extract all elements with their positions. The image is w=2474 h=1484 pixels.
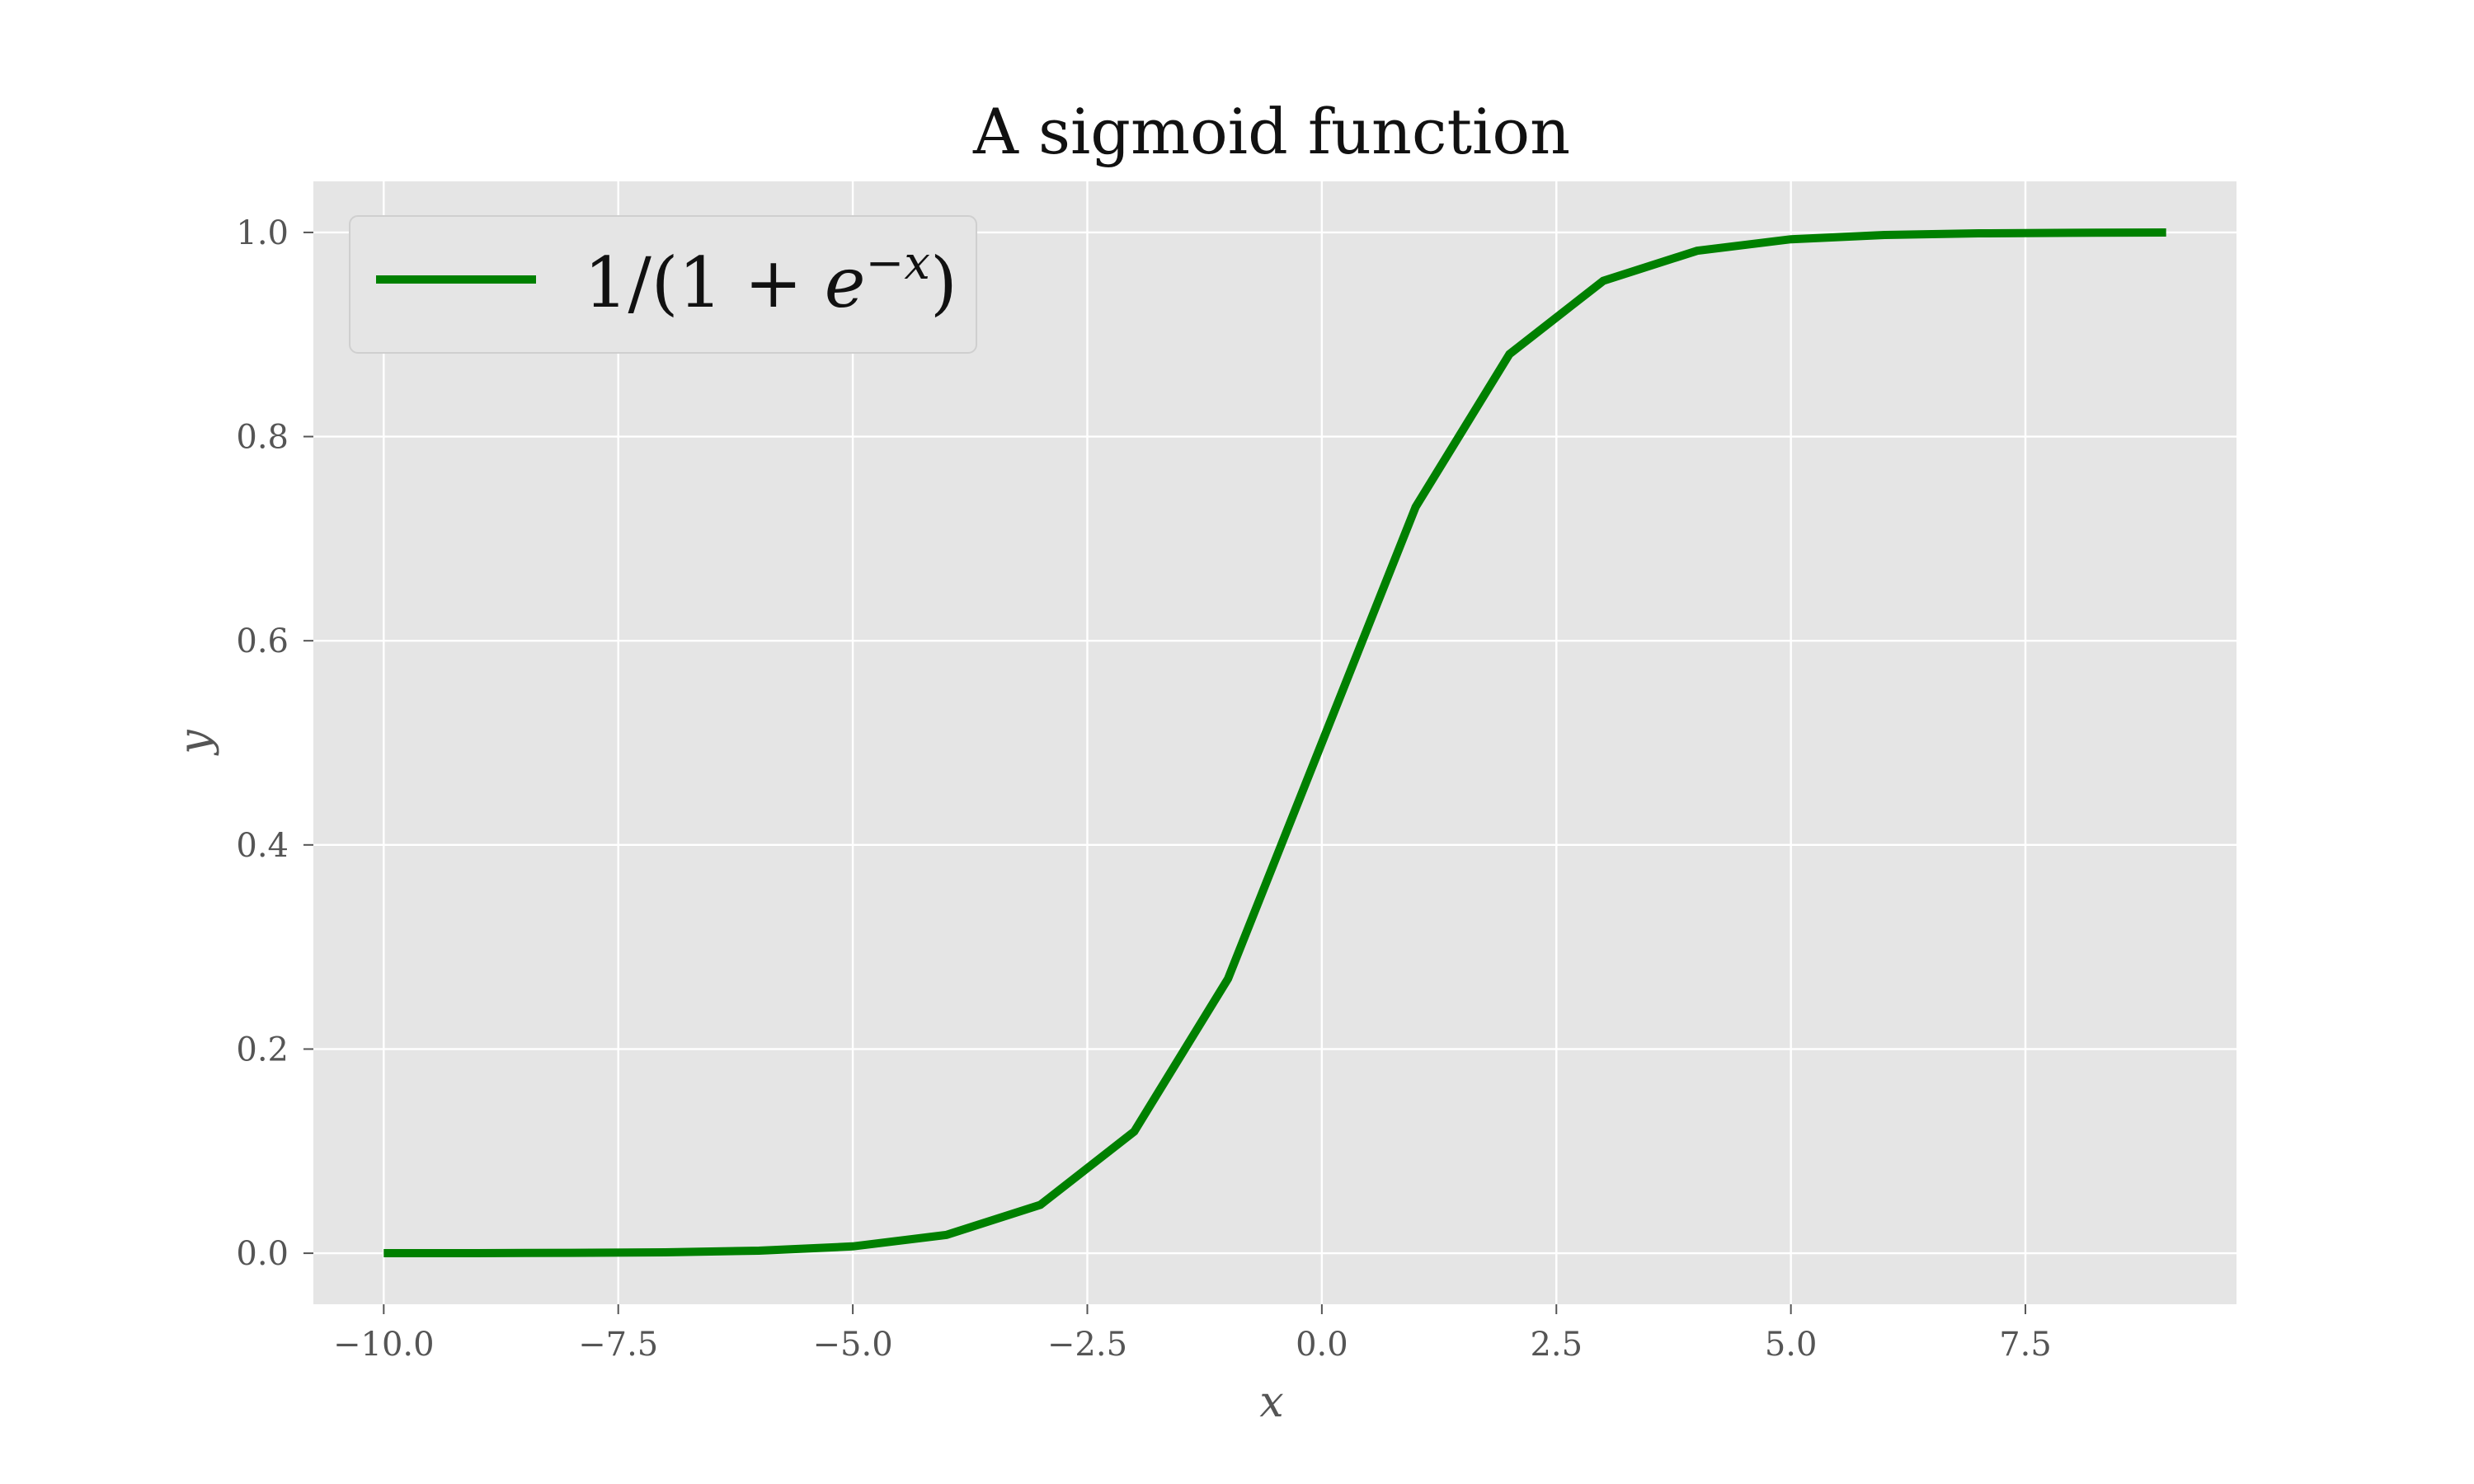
x-tick-label: 5.0: [1765, 1326, 1818, 1364]
plot-area: [313, 181, 2236, 1304]
y-tick-label: 0.2: [236, 1031, 289, 1068]
chart-title: A sigmoid function: [972, 95, 1570, 168]
legend-label-suffix: ): [930, 242, 957, 323]
legend-label-base: e: [825, 242, 866, 323]
legend-label-prefix: 1/(1 +: [584, 242, 825, 323]
legend-box: [349, 215, 977, 354]
legend-label: 1/(1 + e−x): [584, 237, 957, 323]
y-tick-label: 1.0: [236, 214, 289, 252]
x-tick-label: 0.0: [1296, 1326, 1348, 1364]
legend: 1/(1 + e−x): [349, 215, 977, 354]
axis-ticks: −10.0 −7.5 −5.0 −2.5 0.0 2.5 5.0 7.5 0.0 0.2 0.4 0.…: [236, 214, 2051, 1364]
series-line-sigmoid: [383, 228, 2166, 1258]
x-tick-label: 7.5: [1999, 1326, 2052, 1364]
y-axis-label: y: [171, 730, 220, 756]
x-tick-label: −7.5: [578, 1326, 658, 1364]
x-axis-label: x: [1259, 1378, 1283, 1427]
y-tick-label: 0.0: [236, 1235, 289, 1273]
x-tick-label: −2.5: [1047, 1326, 1127, 1364]
y-tick-label: 0.6: [236, 622, 289, 660]
x-tick-label: −5.0: [813, 1326, 893, 1364]
grid: [313, 181, 2236, 1304]
legend-label-exponent: −x: [865, 237, 930, 290]
x-tick-label: 2.5: [1530, 1326, 1583, 1364]
y-tick-label: 0.4: [236, 827, 289, 865]
x-tick-label: −10.0: [333, 1326, 435, 1364]
series-layer: [383, 228, 2166, 1258]
y-tick-label: 0.8: [236, 419, 289, 457]
